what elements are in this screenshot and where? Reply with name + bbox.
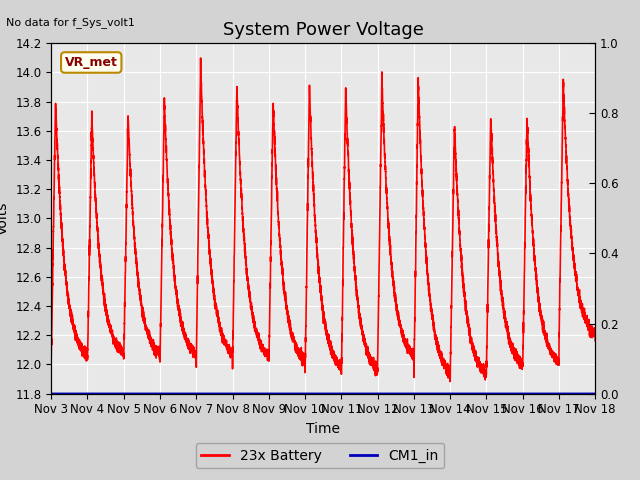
23x Battery (446, 379, 454, 384)
Title: System Power Voltage: System Power Voltage (223, 21, 424, 39)
23x Battery (398, 334, 406, 340)
CM1_in (476, 391, 483, 396)
CM1_in (398, 391, 406, 396)
X-axis label: Time: Time (306, 422, 340, 436)
23x Battery (476, 362, 483, 368)
CM1_in (158, 391, 166, 396)
Text: No data for f_Sys_volt1: No data for f_Sys_volt1 (6, 17, 135, 28)
23x Battery (47, 354, 55, 360)
Text: VR_met: VR_met (65, 56, 118, 69)
Line: 23x Battery: 23x Battery (51, 58, 595, 382)
CM1_in (164, 391, 172, 396)
CM1_in (589, 391, 597, 396)
23x Battery (196, 55, 204, 61)
23x Battery (164, 180, 172, 186)
23x Battery (251, 323, 259, 328)
23x Battery (591, 338, 599, 344)
CM1_in (591, 391, 599, 396)
CM1_in (251, 391, 259, 396)
23x Battery (589, 331, 597, 336)
23x Battery (158, 242, 166, 248)
Legend: 23x Battery, CM1_in: 23x Battery, CM1_in (196, 443, 444, 468)
Y-axis label: Volts: Volts (0, 202, 10, 235)
CM1_in (47, 391, 55, 396)
